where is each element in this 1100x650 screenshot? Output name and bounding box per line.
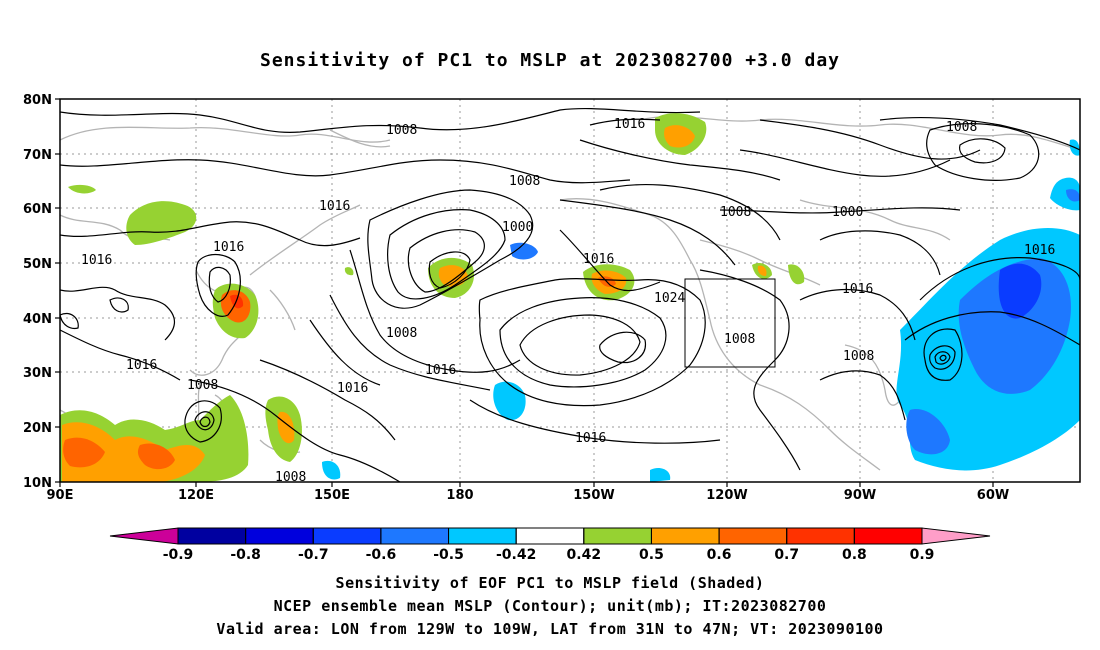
- colorbar-high-triangle: [921, 527, 991, 545]
- lon-label: 150E: [314, 488, 350, 503]
- lon-label: 90W: [844, 488, 876, 503]
- lat-label: 60N: [23, 202, 52, 217]
- contour-label: 1016: [337, 381, 368, 396]
- contour-label: 1000: [502, 220, 533, 235]
- lon-label: 120E: [178, 488, 214, 503]
- colorbar-bin: [853, 527, 923, 545]
- contour-label: 1016: [425, 363, 456, 378]
- colorbar-label: 0.5: [639, 547, 664, 563]
- contour-label: 1016: [575, 431, 606, 446]
- colorbar-label: -0.6: [366, 547, 397, 563]
- shade-positive: [62, 422, 205, 482]
- longitude-labels: 90E 120E 150E 180 150W 120W 90W 60W: [47, 488, 1010, 503]
- contour-label: 1008: [187, 378, 218, 393]
- axis-ticks: [55, 98, 994, 487]
- colorbar-label: -0.8: [230, 547, 261, 563]
- shade-positive: [126, 201, 197, 245]
- shade-negative: [906, 409, 950, 455]
- colorbar-bin: [583, 527, 652, 545]
- colorbar-bin: [650, 527, 720, 545]
- shade-negative: [998, 263, 1042, 319]
- lon-label: 150W: [573, 488, 614, 503]
- colorbar-label: -0.42: [496, 547, 536, 563]
- colorbar-label: -0.9: [163, 547, 194, 563]
- lon-label: 90E: [47, 488, 74, 503]
- colorbar-label: -0.7: [298, 547, 329, 563]
- shade-negative: [322, 460, 341, 480]
- contour-label: 1016: [583, 252, 614, 267]
- lat-label: 50N: [23, 257, 52, 272]
- colorbar-label: 0.9: [910, 547, 935, 563]
- shade-positive: [757, 265, 767, 276]
- shade-negative: [958, 258, 1071, 394]
- mslp-contours: [60, 108, 1080, 482]
- colorbar-bin: [312, 527, 382, 545]
- contour-label: 1008: [843, 349, 874, 364]
- map-frame: [59, 98, 1081, 483]
- colorbar-bin: [177, 527, 247, 545]
- contour-label: 1016: [1024, 243, 1055, 258]
- lat-label: 20N: [23, 421, 52, 436]
- colorbar-label: 0.6: [707, 547, 732, 563]
- colorbar-bin: [245, 527, 314, 545]
- shade-negative: [650, 468, 671, 482]
- colorbar-low-triangle: [109, 527, 179, 545]
- shade-negative: [510, 242, 538, 260]
- contour-label: 1008: [509, 174, 540, 189]
- colorbar-label: -0.5: [433, 547, 464, 563]
- contour-label: 1016: [126, 358, 157, 373]
- contour-label: 1016: [842, 282, 873, 297]
- shade-positive: [63, 437, 105, 468]
- colorbar-label: 0.8: [842, 547, 867, 563]
- contour-label: 1008: [720, 205, 751, 220]
- lat-label: 80N: [23, 93, 52, 108]
- lat-label: 40N: [23, 312, 52, 327]
- colorbar-label: 0.7: [774, 547, 799, 563]
- shade-positive: [68, 184, 96, 194]
- colorbar: -0.9 -0.8 -0.7 -0.6 -0.5 -0.42 0.42 0.5 0.6 0.7 0.…: [109, 527, 991, 563]
- shade-positive: [137, 443, 175, 470]
- shade-negative: [1050, 177, 1080, 211]
- contour-label: 1008: [724, 332, 755, 347]
- caption-valid-area: Valid area: LON from 129W to 109W, LAT f…: [216, 620, 884, 638]
- contour-label: 1016: [81, 253, 112, 268]
- lat-label: 70N: [23, 148, 52, 163]
- contour-label: 1008: [386, 326, 417, 341]
- colorbar-bin: [448, 527, 517, 545]
- contour-label: 1008: [946, 120, 977, 135]
- contour-label: 1024: [654, 291, 685, 306]
- sensitivity-shading: [60, 113, 1080, 482]
- shade-positive: [664, 125, 695, 148]
- shade-negative: [1066, 189, 1080, 202]
- contour-label: 1016: [319, 199, 350, 214]
- shade-positive: [788, 264, 805, 285]
- caption-contour: NCEP ensemble mean MSLP (Contour); unit(…: [273, 597, 827, 615]
- lon-label: 60W: [977, 488, 1009, 503]
- lon-label: 180: [446, 488, 473, 503]
- latitude-labels: 80N 70N 60N 50N 40N 30N 20N 10N: [23, 93, 52, 491]
- colorbar-bin: [380, 527, 450, 545]
- contour-label: 1008: [386, 123, 417, 138]
- colorbar-label: 0.42: [567, 547, 602, 563]
- shade-negative: [493, 381, 526, 421]
- chart-title: Sensitivity of PC1 to MSLP at 2023082700…: [259, 50, 840, 71]
- colorbar-bin: [718, 527, 788, 545]
- lon-label: 120W: [706, 488, 747, 503]
- contour-label: 1016: [213, 240, 244, 255]
- contour-labels: 1008 1016 1008 1008 1000 1016 1016 1008 …: [81, 117, 1055, 485]
- lat-label: 30N: [23, 366, 52, 381]
- lat-label: 10N: [23, 476, 52, 491]
- contour-label: 1000: [832, 205, 863, 220]
- shade-positive: [344, 267, 354, 276]
- colorbar-bin: [786, 527, 855, 545]
- contour-label: 1016: [614, 117, 645, 132]
- colorbar-bin: [515, 527, 585, 545]
- caption-shading: Sensitivity of EOF PC1 to MSLP field (Sh…: [335, 574, 765, 592]
- valid-area-box: [684, 278, 776, 368]
